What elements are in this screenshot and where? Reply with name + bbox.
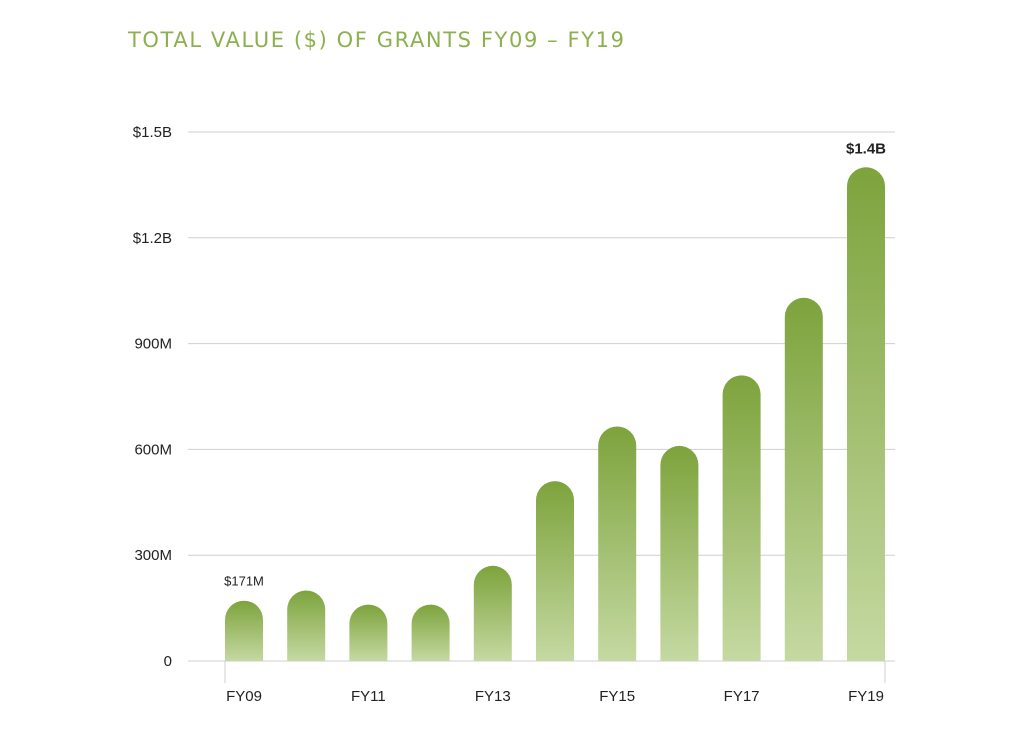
- x-tick-label: FY19: [848, 688, 884, 705]
- y-tick-label: $1.5B: [133, 124, 172, 141]
- bar-fy17: [722, 375, 761, 661]
- data-label-fy19: $1.4B: [846, 140, 886, 157]
- bar-fy15: [598, 426, 637, 661]
- y-axis-labels: 0 300M 600M 900M $1.2B $1.5B: [133, 124, 172, 670]
- data-labels: $171M $1.4B: [224, 140, 886, 588]
- bar-fy18: [784, 297, 823, 661]
- data-label-fy09: $171M: [224, 574, 264, 589]
- x-tick-label: FY09: [226, 688, 262, 705]
- y-tick-label: 600M: [134, 441, 172, 458]
- bar-fy14: [536, 481, 574, 661]
- bar-fy16: [660, 445, 699, 661]
- x-tick-label: FY13: [475, 688, 511, 705]
- x-tick-label: FY17: [724, 688, 760, 705]
- bar-fy11: [349, 604, 388, 661]
- y-tick-label: 900M: [134, 336, 172, 353]
- y-tick-label: 0: [164, 653, 172, 670]
- bar-fy13: [473, 565, 512, 661]
- x-axis-labels: FY09 FY11 FY13 FY15 FY17 FY19: [224, 661, 886, 705]
- bar-fy19: [847, 167, 885, 661]
- y-tick-label: 300M: [134, 547, 172, 564]
- x-tick-label: FY11: [351, 688, 386, 705]
- y-tick-label: $1.2B: [133, 230, 172, 247]
- bars: [225, 167, 885, 661]
- bar-fy12: [411, 604, 450, 661]
- x-tick-label: FY15: [599, 688, 635, 705]
- bar-fy10: [287, 590, 326, 661]
- chart-title: TOTAL VALUE ($) OF GRANTS FY09 – FY19: [128, 28, 626, 52]
- bar-fy09: [225, 600, 263, 661]
